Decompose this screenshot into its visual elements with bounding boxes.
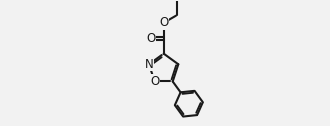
Text: O: O	[159, 16, 168, 29]
Text: N: N	[145, 58, 153, 71]
Text: O: O	[146, 32, 155, 45]
Text: O: O	[150, 75, 159, 88]
